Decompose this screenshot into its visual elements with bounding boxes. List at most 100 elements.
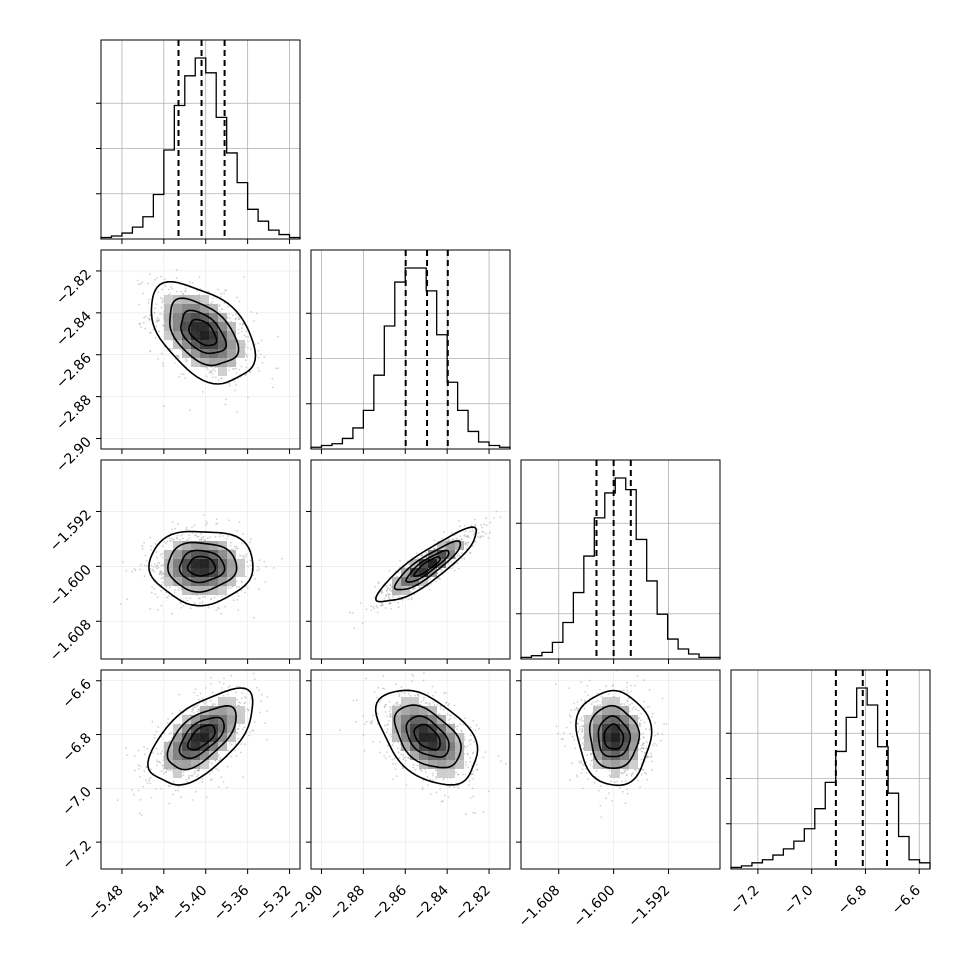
density-cell: [173, 568, 182, 577]
density-cell: [164, 760, 173, 769]
sample-point: [174, 789, 177, 792]
sample-point: [257, 356, 260, 359]
sample-point: [453, 569, 456, 572]
sample-point: [412, 675, 415, 677]
sample-point: [485, 533, 488, 535]
sample-point: [149, 332, 152, 334]
sample-point: [395, 702, 397, 705]
sample-point: [198, 276, 201, 278]
sample-point: [472, 795, 474, 798]
density-cell: [392, 715, 401, 724]
sample-point: [425, 556, 428, 559]
contour-line: [150, 281, 257, 385]
sample-point: [400, 691, 403, 693]
sample-point: [133, 755, 136, 758]
sample-point: [245, 330, 248, 333]
density-cell: [455, 733, 464, 742]
sample-point: [143, 770, 146, 773]
sample-point: [418, 586, 421, 589]
sample-point: [263, 560, 266, 563]
sample-point: [204, 702, 207, 705]
density-cell: [218, 349, 227, 358]
sample-point: [440, 800, 443, 803]
sample-point: [464, 541, 467, 544]
sample-point: [277, 367, 279, 370]
sample-point: [453, 786, 455, 788]
sample-point: [386, 723, 389, 726]
density-cell: [182, 733, 191, 742]
sample-point: [161, 572, 164, 574]
sample-point: [453, 704, 456, 707]
sample-point: [453, 717, 456, 719]
sample-point: [432, 772, 434, 775]
sample-point: [472, 770, 475, 772]
sample-point: [466, 753, 469, 756]
sample-point: [436, 572, 439, 575]
density-cell: [227, 349, 236, 358]
hist2d-panel-3-0: [96, 669, 301, 874]
sample-point: [191, 799, 194, 801]
sample-point: [416, 764, 419, 767]
sample-point: [499, 760, 502, 763]
contour-line: [168, 297, 240, 367]
sample-point: [376, 696, 378, 699]
sample-point: [474, 523, 477, 526]
density-cell: [209, 358, 218, 367]
sample-point: [456, 728, 458, 731]
sample-point: [229, 544, 232, 547]
sample-point: [389, 602, 391, 605]
sample-point: [363, 723, 366, 726]
sample-point: [381, 687, 384, 690]
sample-point: [153, 588, 156, 590]
sample-point: [383, 706, 386, 709]
sample-point: [210, 762, 213, 765]
sample-point: [403, 756, 405, 759]
sample-point: [380, 604, 383, 607]
sample-point: [383, 597, 386, 600]
sample-point: [155, 747, 158, 750]
density-cell: [182, 568, 191, 577]
histogram-step: [310, 267, 511, 449]
sample-point: [246, 355, 248, 358]
sample-point: [243, 726, 246, 729]
sample-point: [405, 784, 408, 786]
sample-point: [160, 583, 163, 586]
sample-point: [175, 355, 178, 357]
sample-point: [162, 313, 164, 316]
sample-point: [237, 609, 240, 612]
sample-point: [407, 756, 409, 759]
sample-point: [180, 606, 183, 609]
sample-point: [177, 586, 180, 589]
density-cell: [218, 568, 227, 577]
sample-point: [448, 719, 451, 721]
density-cell: [182, 304, 191, 313]
density-cell: [164, 313, 173, 322]
sample-point: [472, 777, 475, 780]
sample-point: [236, 530, 239, 532]
sample-point: [457, 786, 459, 789]
sample-point: [161, 750, 164, 752]
sample-point: [455, 725, 457, 728]
sample-point: [458, 554, 461, 557]
sample-point: [147, 282, 149, 285]
sample-point: [472, 530, 474, 533]
sample-point: [416, 693, 419, 696]
sample-point: [433, 703, 436, 706]
sample-point: [231, 314, 234, 317]
density-cell: [173, 304, 182, 313]
sample-point: [162, 759, 165, 762]
sample-point: [428, 584, 430, 587]
sample-point: [187, 774, 190, 777]
sample-point: [478, 727, 480, 730]
sample-point: [239, 554, 242, 557]
sample-point: [168, 288, 170, 291]
sample-point: [215, 609, 218, 612]
sample-point: [223, 677, 225, 680]
sample-point: [386, 751, 389, 753]
sample-point: [218, 535, 221, 538]
sample-point: [155, 303, 158, 305]
sample-point: [231, 743, 233, 746]
sample-point: [402, 766, 405, 769]
sample-point: [200, 533, 202, 535]
sample-point: [244, 701, 247, 704]
